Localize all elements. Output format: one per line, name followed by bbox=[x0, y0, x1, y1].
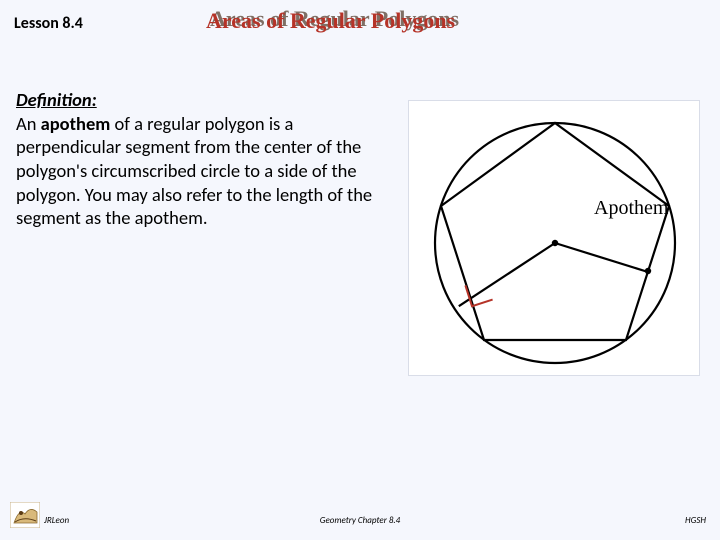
definition-block: Definition: An apothem of a regular poly… bbox=[16, 88, 396, 230]
apothem-segment bbox=[555, 243, 648, 272]
footer-center: Geometry Chapter 8.4 bbox=[0, 515, 720, 526]
side-point bbox=[645, 268, 651, 274]
apothem-label: Apothem bbox=[594, 197, 668, 220]
page-title-front: Areas of Regular Polygons bbox=[206, 8, 455, 34]
apothem-diagram: Apothem bbox=[408, 100, 700, 376]
regular-pentagon bbox=[441, 123, 669, 340]
center-point bbox=[552, 240, 558, 246]
page-title: Areas of Regular Polygons Areas of Regul… bbox=[206, 8, 455, 34]
definition-term: apothem bbox=[41, 112, 111, 135]
definition-heading: Definition: bbox=[16, 88, 97, 111]
lesson-label: Lesson 8.4 bbox=[14, 14, 83, 33]
right-angle-mark bbox=[465, 285, 492, 306]
definition-text-prefix: An bbox=[16, 112, 41, 135]
footer: JRLeon Geometry Chapter 8.4 HGSH bbox=[0, 498, 720, 528]
footer-right: HGSH bbox=[685, 515, 706, 526]
apothem-segment-left bbox=[459, 243, 555, 306]
